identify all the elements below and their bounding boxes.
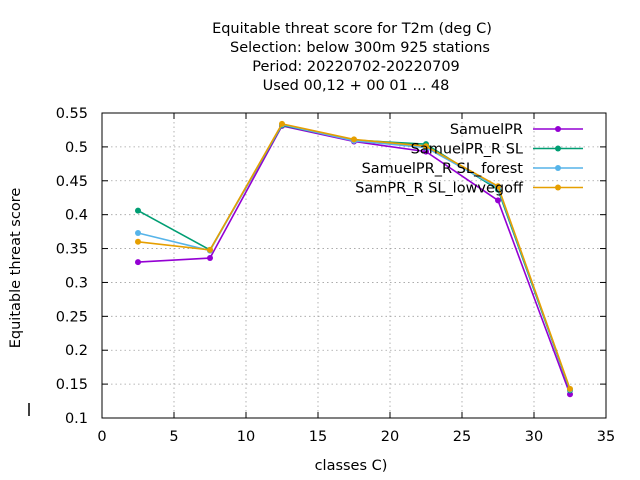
legend-marker — [555, 165, 561, 171]
x-tick-label: 25 — [453, 429, 471, 445]
data-point — [207, 246, 213, 253]
data-point — [135, 229, 141, 236]
y-tick-label: 0.3 — [65, 275, 88, 291]
x-tick-label: 5 — [169, 429, 178, 445]
series-4 — [135, 120, 573, 392]
y-tick-label: 0.35 — [56, 242, 88, 258]
data-point — [135, 238, 141, 245]
title-line-3: Period: 20220702-20220709 — [252, 59, 460, 75]
title-line-1: Equitable threat score for T2m (deg C) — [212, 21, 492, 37]
x-axis-label: classes C) — [315, 458, 388, 474]
grid — [102, 113, 606, 418]
legend: SamuelPR SamuelPR_R SL SamuelPR_R SL_fores… — [355, 122, 583, 197]
data-point — [423, 143, 429, 150]
data-point — [279, 120, 285, 127]
x-tick-label: 20 — [381, 429, 399, 445]
data-point — [567, 385, 573, 392]
data-point — [351, 136, 357, 143]
x-tick-label: 0 — [97, 429, 106, 445]
y-axis-label: Equitable threat score — [8, 188, 24, 349]
axis-ticks: 0 5 10 15 20 25 30 35 0.1 0.15 0.2 0.25 0.3 0.35 0.4 0.… — [56, 106, 616, 445]
y-tick-label: 0.2 — [65, 343, 88, 359]
y-tick-label: 0.55 — [56, 106, 88, 122]
legend-entry-4: SamPR_R SL_lowvegoff — [355, 181, 583, 197]
legend-marker — [555, 184, 561, 191]
legend-label: SamuelPR_R SL — [411, 142, 523, 158]
legend-label: SamuelPR_R SL_forest — [362, 161, 524, 177]
data-point — [135, 259, 141, 266]
x-tick-label: 35 — [597, 429, 615, 445]
y-tick-label: 0.15 — [56, 377, 88, 393]
series-group — [135, 120, 573, 398]
y-tick-label: 0.4 — [65, 208, 88, 224]
legend-entry-3: SamuelPR_R SL_forest — [362, 161, 583, 177]
data-point — [207, 255, 213, 262]
legend-marker — [555, 126, 561, 132]
data-point — [135, 207, 141, 214]
y-tick-label: 0.25 — [56, 309, 88, 325]
x-tick-label: 10 — [237, 429, 255, 445]
y-tick-label: 0.45 — [56, 174, 88, 190]
plot-frame — [101, 112, 607, 419]
legend-label: SamPR_R SL_lowvegoff — [355, 181, 524, 197]
data-point — [495, 197, 501, 204]
legend-entry-2: SamuelPR_R SL — [411, 142, 583, 158]
chart-title: Equitable threat score for T2m (deg C) S… — [212, 21, 492, 94]
x-tick-label: 30 — [525, 429, 543, 445]
x-tick-label: 15 — [309, 429, 327, 445]
legend-marker — [555, 145, 561, 152]
title-line-4: Used 00,12 + 00 01 ... 48 — [263, 78, 450, 94]
title-line-2: Selection: below 300m 925 stations — [230, 40, 490, 56]
legend-label: SamuelPR — [450, 122, 523, 138]
y-tick-label: 0.1 — [65, 411, 88, 427]
y-tick-label: 0.5 — [65, 140, 88, 156]
data-point — [495, 183, 501, 190]
legend-entry-1: SamuelPR — [450, 122, 583, 138]
